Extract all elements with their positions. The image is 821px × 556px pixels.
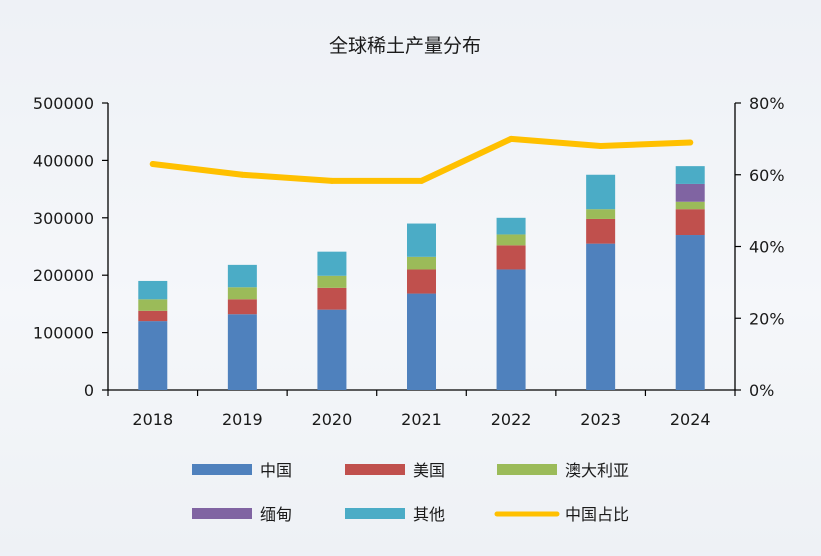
bar-segment — [675, 235, 705, 390]
bar-segment — [227, 314, 257, 390]
left-axis-tick-label: 200000 — [33, 266, 94, 285]
bar-segment — [586, 209, 616, 219]
bar-segment — [496, 245, 526, 270]
bar-segment — [407, 293, 436, 390]
bar-segment — [675, 209, 705, 236]
legend-label: 中国占比 — [565, 505, 629, 524]
share-point — [687, 139, 694, 146]
right-axis-tick-label: 60% — [749, 166, 785, 185]
bar-segment — [496, 217, 526, 235]
right-axis-tick-label: 80% — [749, 94, 785, 113]
x-axis-tick-label: 2021 — [401, 410, 442, 429]
bar-segment — [675, 201, 705, 210]
right-axis-tick-label: 40% — [749, 238, 785, 257]
legend-label: 其他 — [413, 505, 445, 524]
bar-segment — [317, 309, 347, 390]
x-axis-tick-label: 2023 — [580, 410, 621, 429]
left-axis-tick-label: 100000 — [33, 324, 94, 343]
bar-segment — [496, 234, 526, 246]
bar-segment — [227, 264, 257, 288]
x-axis-tick-label: 2024 — [670, 410, 711, 429]
bar-segment — [586, 243, 616, 390]
left-axis-tick-label: 300000 — [33, 209, 94, 228]
bar-segment — [317, 251, 347, 276]
share-point — [149, 160, 156, 167]
legend-swatch — [192, 464, 252, 475]
bar-segment — [317, 275, 347, 288]
bar-segment — [407, 269, 436, 294]
bar-segment — [407, 256, 436, 270]
share-point — [508, 135, 515, 142]
bar-segment — [407, 223, 436, 257]
legend-label: 中国 — [260, 461, 292, 480]
bar-segment — [138, 299, 168, 311]
bar-segment — [138, 310, 168, 322]
right-axis-tick-label: 0% — [749, 381, 774, 400]
legend-label: 美国 — [413, 461, 445, 480]
bar-segment — [317, 287, 347, 310]
bar-segment — [675, 183, 705, 202]
legend-swatch — [345, 508, 405, 519]
legend-swatch — [497, 464, 557, 475]
x-axis-tick-label: 2020 — [312, 410, 353, 429]
left-axis-tick-label: 500000 — [33, 94, 94, 113]
bar-segment — [138, 280, 168, 300]
bar-segment — [496, 269, 526, 390]
legend-label: 缅甸 — [260, 505, 292, 524]
share-point — [597, 143, 604, 150]
share-line — [149, 135, 694, 184]
legend-label: 澳大利亚 — [565, 461, 629, 480]
legend-swatch — [192, 508, 252, 519]
bar-segment — [586, 174, 616, 210]
bar-segment — [138, 321, 168, 390]
left-axis-tick-label: 0 — [84, 381, 94, 400]
share-point — [328, 177, 335, 184]
legend-swatch — [345, 464, 405, 475]
share-point — [418, 177, 425, 184]
bar-segment — [675, 166, 705, 184]
x-axis-tick-label: 2018 — [132, 410, 173, 429]
right-axis-tick-label: 20% — [749, 309, 785, 328]
bar-segment — [227, 299, 257, 315]
x-axis-tick-label: 2022 — [491, 410, 532, 429]
chart-title: 全球稀土产量分布 — [329, 35, 481, 57]
x-axis-tick-label: 2019 — [222, 410, 263, 429]
bar-segment — [227, 287, 257, 300]
bar-segment — [586, 218, 616, 244]
share-point — [239, 171, 246, 178]
left-axis-tick-label: 400000 — [33, 151, 94, 170]
